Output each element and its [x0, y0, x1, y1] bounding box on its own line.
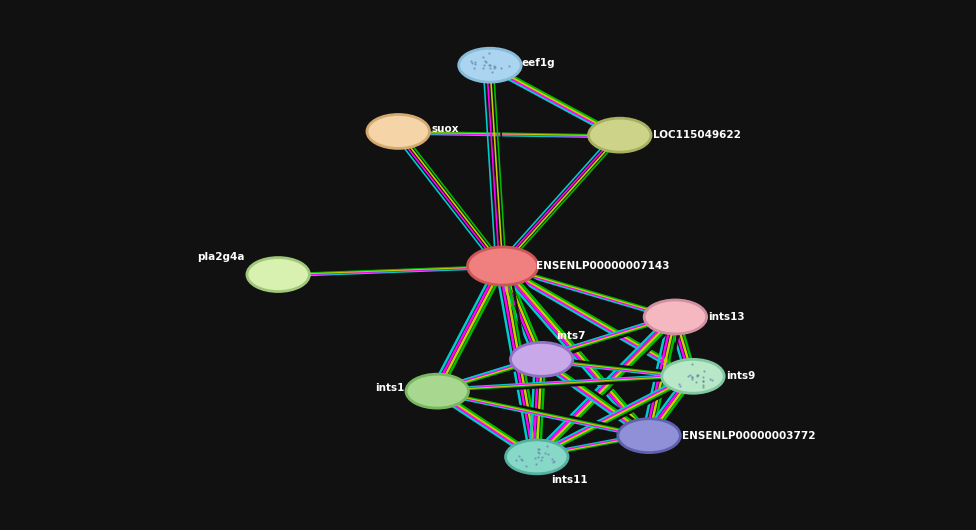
Circle shape [468, 247, 538, 285]
Circle shape [247, 258, 309, 292]
Circle shape [644, 300, 707, 334]
Text: ints13: ints13 [709, 312, 746, 322]
Circle shape [662, 359, 724, 393]
Text: ENSENLP00000003772: ENSENLP00000003772 [682, 431, 816, 440]
Circle shape [406, 374, 468, 408]
Text: ints1: ints1 [375, 384, 404, 393]
Circle shape [510, 342, 573, 376]
Circle shape [459, 48, 521, 82]
Text: LOC115049622: LOC115049622 [653, 130, 741, 140]
Text: ints7: ints7 [556, 331, 586, 341]
Circle shape [618, 419, 680, 453]
Text: pla2g4a: pla2g4a [197, 252, 245, 261]
Text: eef1g: eef1g [521, 58, 554, 68]
Circle shape [506, 440, 568, 474]
Text: suox: suox [431, 125, 459, 134]
Text: ENSENLP00000007143: ENSENLP00000007143 [536, 261, 670, 271]
Text: ints9: ints9 [726, 372, 755, 381]
Text: ints11: ints11 [551, 475, 589, 485]
Circle shape [589, 118, 651, 152]
Circle shape [367, 114, 429, 148]
